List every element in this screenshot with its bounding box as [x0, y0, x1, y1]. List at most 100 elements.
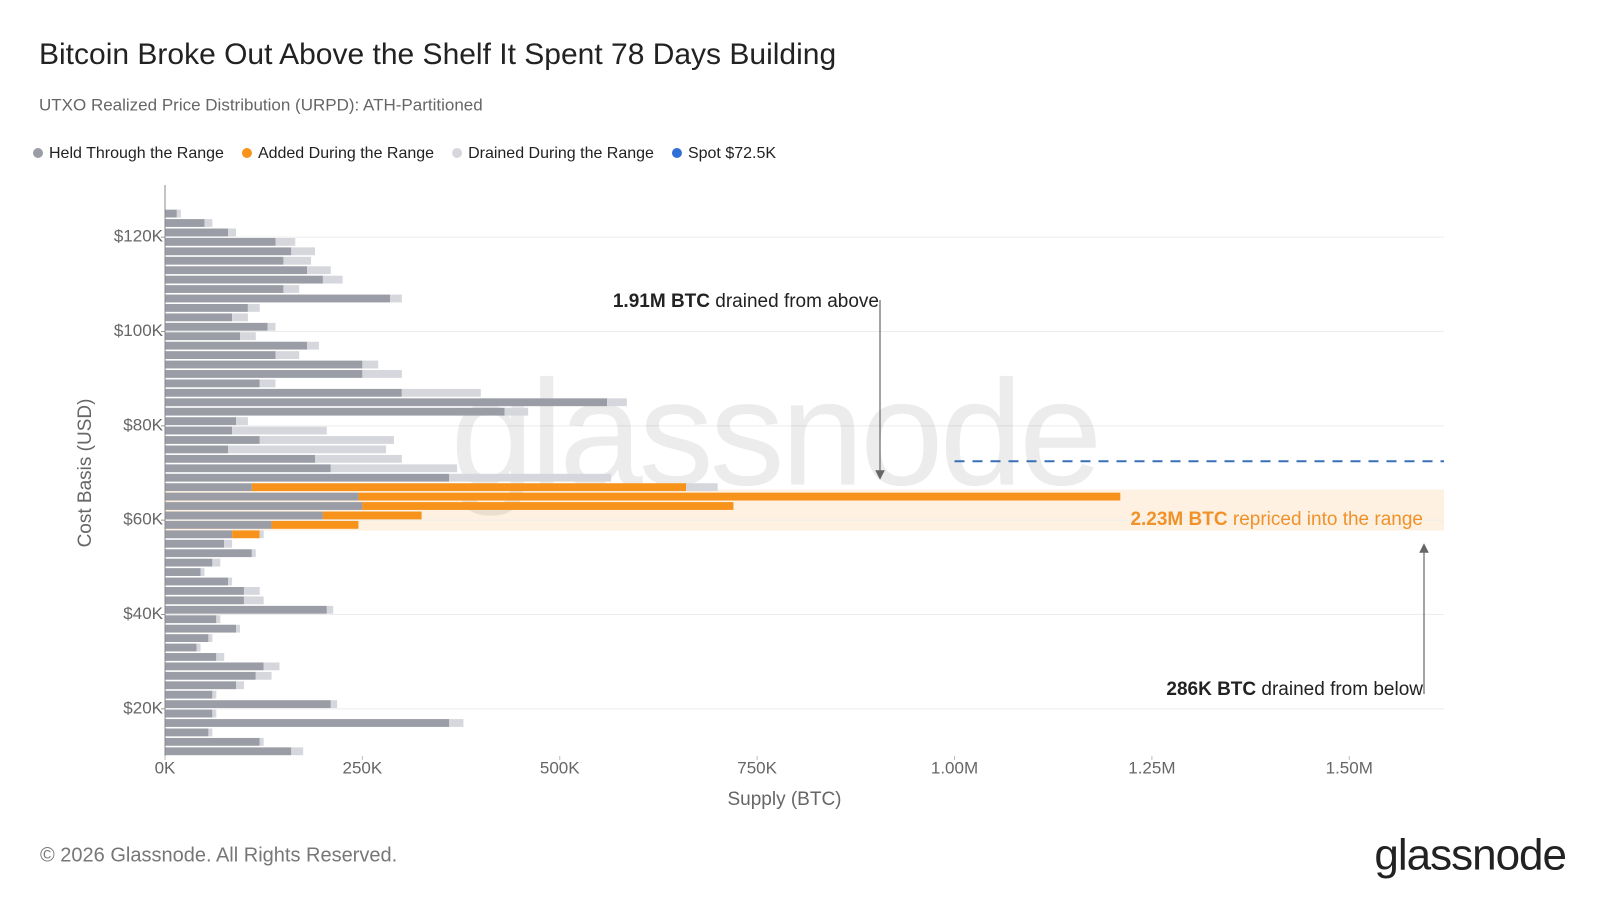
bar-segment: [165, 275, 323, 284]
x-tick-label: 1.25M: [1128, 758, 1175, 777]
bar-segment: [240, 332, 256, 341]
bar-segment: [165, 690, 213, 699]
x-tick-label: 0K: [155, 758, 176, 777]
bar-segment: [165, 322, 268, 331]
y-tick-label: $60K: [123, 510, 163, 529]
bar-segment: [251, 549, 256, 558]
bar-segment: [165, 737, 260, 746]
bar-segment: [307, 266, 331, 275]
bar-segment: [322, 511, 422, 520]
bar-segment: [165, 587, 244, 595]
bar-segment: [401, 388, 481, 397]
annotation: 1.91M BTC drained from above: [613, 291, 879, 312]
bar-segment: [165, 332, 241, 341]
bar-segment: [283, 285, 300, 293]
chart-title: Bitcoin Broke Out Above the Shelf It Spe…: [39, 38, 836, 71]
bar-segment: [307, 341, 319, 350]
legend-dot: [452, 148, 463, 158]
bar-segment: [251, 483, 687, 492]
bar-segment: [165, 615, 217, 624]
bar-segment: [165, 379, 260, 388]
bar-segment: [275, 237, 296, 246]
bar-segment: [165, 662, 264, 671]
bar-segment: [165, 370, 363, 378]
bar-segment: [165, 398, 608, 407]
bar-segment: [330, 700, 338, 709]
bar-segment: [165, 464, 331, 473]
bar-segment: [686, 483, 718, 492]
annotation: 2.23M BTC repriced into the range: [1130, 509, 1423, 530]
bar-segment: [255, 671, 272, 680]
annotation: 286K BTC drained from below: [1166, 679, 1423, 700]
annotation-bold: 1.91M BTC: [613, 291, 710, 312]
bar-segment: [236, 624, 241, 633]
bar-segment: [208, 634, 213, 642]
bar-segment: [358, 492, 1121, 501]
bar-segment: [165, 577, 229, 586]
bar-segment: [216, 615, 221, 624]
watermark: glassnode: [451, 349, 1099, 517]
bar-segment: [212, 690, 217, 699]
bar-segment: [283, 256, 312, 265]
bar-segment: [165, 558, 213, 567]
bar-segment: [165, 539, 225, 548]
y-tick-label: $80K: [123, 415, 163, 434]
bar-segment: [165, 304, 248, 312]
bar-segment: [165, 247, 292, 256]
bar-segment: [176, 209, 181, 218]
bar-segment: [291, 747, 304, 756]
bar-segment: [267, 322, 276, 331]
x-tick-label: 750K: [737, 758, 777, 777]
bar-segment: [165, 313, 233, 322]
bar-segment: [165, 285, 284, 293]
bar-segment: [259, 436, 394, 444]
bar-segment: [322, 275, 343, 284]
bar-segment: [165, 530, 233, 539]
bar-segment: [362, 370, 402, 378]
bar-segment: [165, 653, 217, 661]
bar-segment: [330, 464, 458, 473]
bar-segment: [165, 426, 233, 435]
bar-segment: [259, 737, 264, 746]
chart-subtitle: UTXO Realized Price Distribution (URPD):…: [39, 95, 483, 114]
bar-segment: [247, 304, 260, 312]
y-tick-label: $40K: [123, 604, 163, 623]
annotation-bold: 2.23M BTC: [1130, 509, 1227, 530]
x-tick-label: 250K: [343, 758, 383, 777]
bar-segment: [165, 417, 237, 426]
bar-segment: [271, 520, 359, 529]
bar-segment: [243, 587, 260, 595]
bar-segment: [232, 313, 248, 322]
bar-segment: [165, 407, 505, 416]
bar-segment: [236, 417, 248, 426]
bar-segment: [275, 351, 300, 359]
bar-segment: [362, 502, 734, 510]
annotation-text: repriced into the range: [1228, 509, 1423, 530]
bar-segment: [212, 709, 217, 718]
bar-segment: [390, 294, 402, 303]
bar-segment: [165, 209, 177, 218]
bar-segment: [165, 454, 316, 463]
bar-segment: [216, 653, 225, 661]
legend-label: Spot $72.5K: [688, 145, 776, 162]
bar-segment: [165, 492, 359, 501]
legend-dot: [33, 148, 43, 158]
bar-segment: [165, 605, 327, 614]
bar-segment: [165, 520, 272, 529]
bar-segment: [165, 388, 402, 397]
legend-label: Drained During the Range: [468, 145, 654, 162]
bar-segment: [165, 436, 260, 444]
bar-segment: [259, 379, 276, 388]
y-axis-title: Cost Basis (USD): [75, 399, 96, 548]
bar-segment: [165, 568, 201, 576]
bar-segment: [165, 219, 205, 227]
legend-label: Held Through the Range: [49, 145, 224, 162]
bar-segment: [165, 634, 209, 642]
y-tick-label: $120K: [114, 227, 164, 246]
bar-segment: [165, 719, 450, 727]
bar-segment: [504, 407, 529, 416]
bar-segment: [165, 709, 213, 718]
bar-segment: [165, 256, 284, 265]
bar-segment: [165, 549, 252, 558]
